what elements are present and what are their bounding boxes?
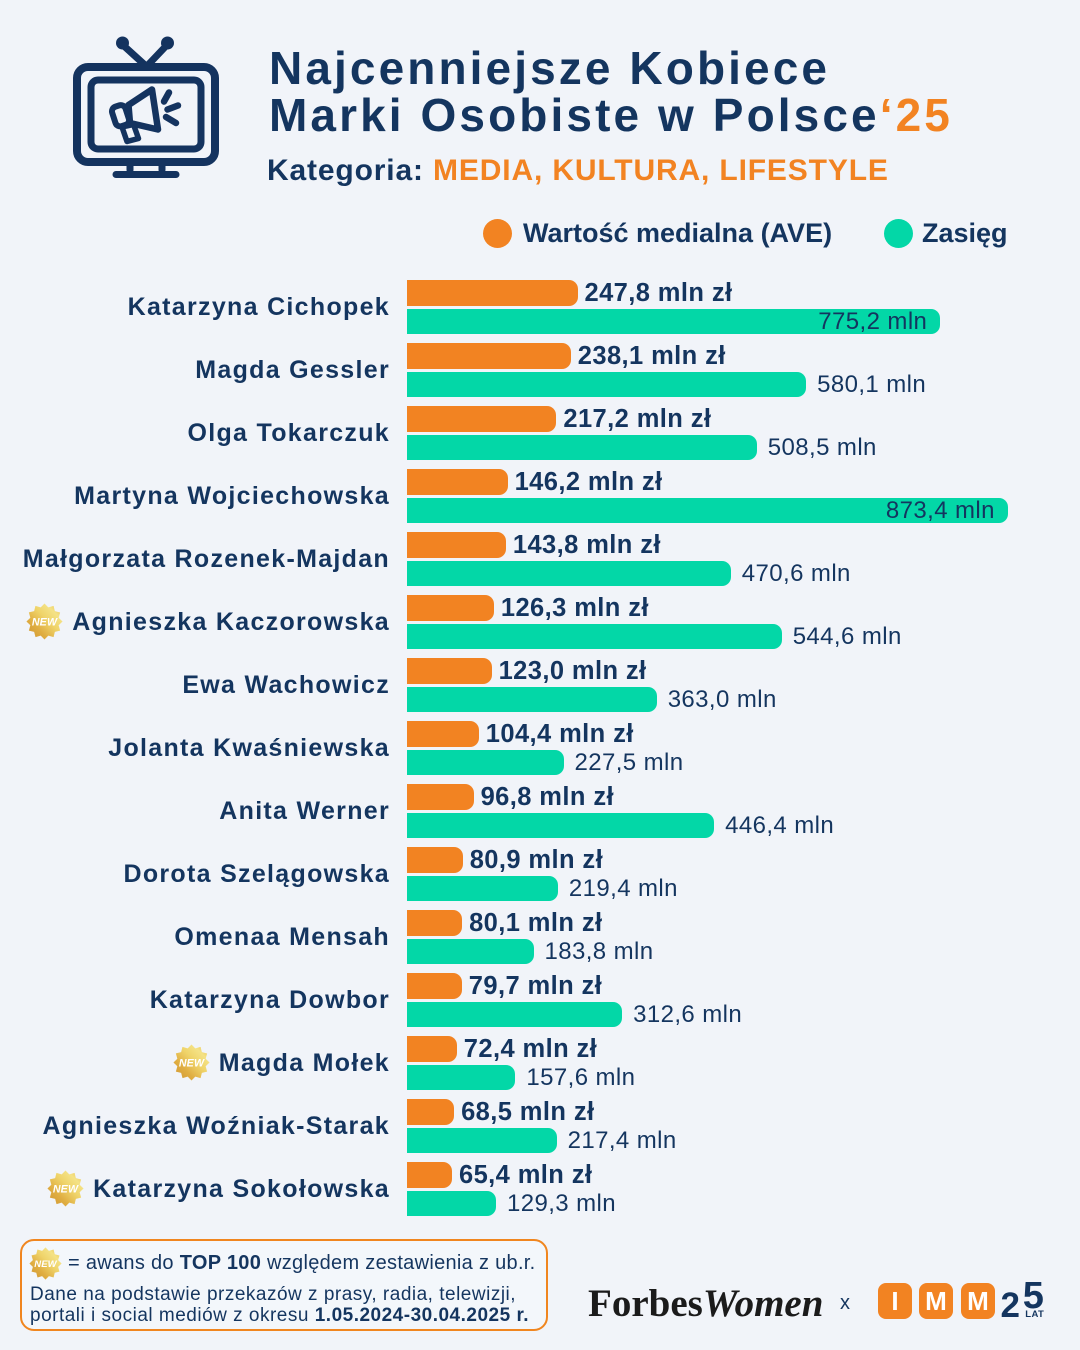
svg-text:NEW: NEW xyxy=(53,1183,79,1195)
svg-text:NEW: NEW xyxy=(34,1259,57,1270)
svg-text:NEW: NEW xyxy=(179,1057,205,1069)
svg-text:NEW: NEW xyxy=(32,616,58,628)
